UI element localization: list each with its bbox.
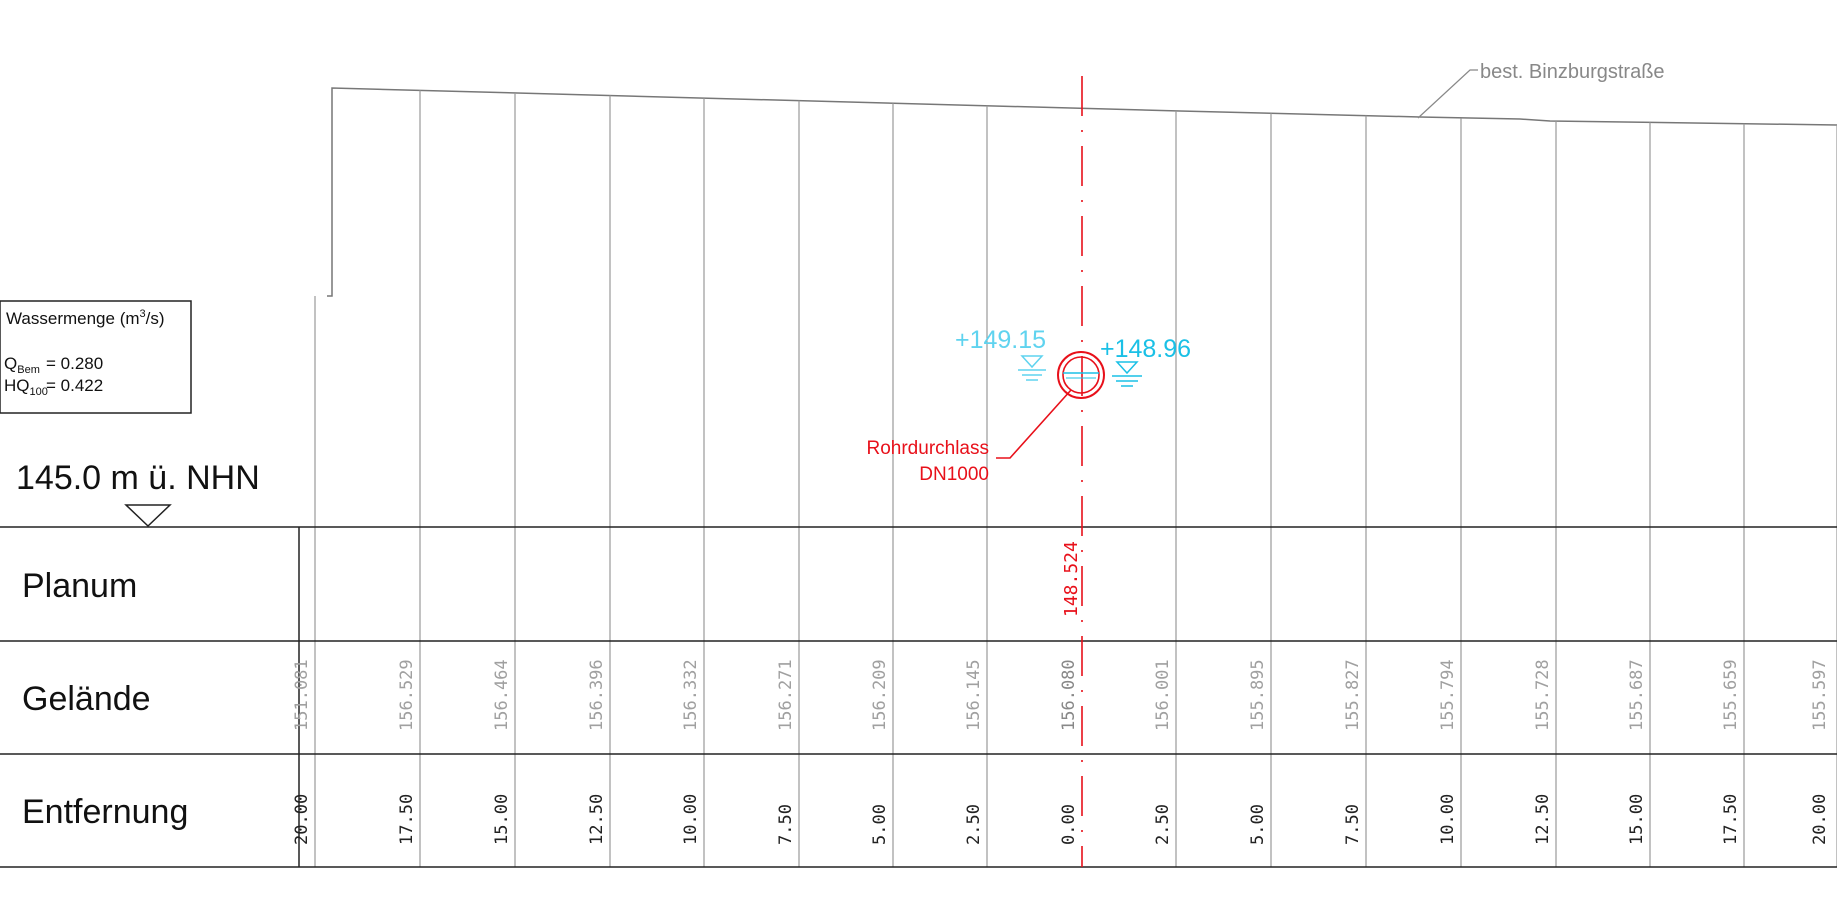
entfernung-value: 12.50 (587, 794, 607, 845)
row-label-entfernung: Entfernung (22, 793, 188, 831)
gelaende-value: 156.001 (1153, 659, 1173, 731)
road-leader-line (1417, 69, 1478, 119)
entfernung-value: 2.50 (1153, 804, 1173, 845)
water-level-value-2: +148.96 (1100, 335, 1191, 363)
entfernung-value: 10.00 (1438, 794, 1458, 845)
row-label-gelaende: Gelände (22, 680, 151, 718)
entfernung-value: 17.50 (1721, 794, 1741, 845)
water-level-triangle-1 (1020, 355, 1044, 369)
gelaende-value: 155.794 (1438, 659, 1458, 731)
reference-level-triangle (124, 504, 172, 528)
gelaende-value: 151.081 (292, 659, 312, 731)
entfernung-value: 7.50 (776, 804, 796, 845)
water-level-value-1: +149.15 (955, 326, 1046, 354)
legend-box (0, 300, 192, 414)
gelaende-value: 156.209 (870, 659, 890, 731)
entfernung-value: 5.00 (870, 804, 890, 845)
pipe-culvert (1057, 351, 1105, 399)
water-level-triangle-2 (1115, 361, 1139, 375)
entfernung-value: 0.00 (1059, 804, 1079, 845)
entfernung-value: 5.00 (1248, 804, 1268, 845)
gelaende-value: 156.145 (964, 659, 984, 731)
pipe-label-line-2: DN1000 (919, 464, 989, 485)
gelaende-value: 156.080 (1059, 659, 1079, 731)
gelaende-value: 155.597 (1810, 659, 1830, 731)
entfernung-value: 2.50 (964, 804, 984, 845)
pipe-label-line-1: Rohrdurchlass (867, 438, 990, 459)
water-level-qbem: +148.96 (1100, 335, 1191, 387)
terrain-profile-line (327, 87, 1837, 297)
entfernung-value: 17.50 (397, 794, 417, 845)
legend-row-hq100: HQ100= 0.422 (4, 376, 103, 398)
road-label: best. Binzburgstraße (1480, 61, 1665, 83)
gelaende-value: 156.332 (681, 659, 701, 731)
entfernung-value: 20.00 (292, 794, 312, 845)
legend-row-qbem: QBem = 0.280 (4, 354, 103, 376)
table-values: 151.081 20.00 156.529 17.50 156.464 15.00 156.… (292, 659, 1830, 845)
gelaende-value: 155.895 (1248, 659, 1268, 731)
gelaende-value: 156.271 (776, 659, 796, 731)
planum-value: 148.524 (1061, 541, 1082, 617)
gelaende-value: 156.464 (492, 659, 512, 731)
pipe-inner-circle (1062, 356, 1100, 394)
reference-level-label: 145.0 m ü. NHN (16, 459, 260, 497)
station-lines (314, 90, 1837, 867)
legend-title: Wassermenge (m3/s) (6, 308, 165, 328)
entfernung-value: 7.50 (1343, 804, 1363, 845)
gelaende-value: 155.687 (1627, 659, 1647, 731)
gelaende-value: 155.659 (1721, 659, 1741, 731)
gelaende-value: 155.827 (1343, 659, 1363, 731)
flow-legend: Wassermenge (m3/s) QBem = 0.280 HQ100= 0.… (0, 300, 192, 414)
gelaende-value: 156.396 (587, 659, 607, 731)
pipe-leader-line (996, 389, 1072, 459)
entfernung-value: 15.00 (1627, 794, 1647, 845)
entfernung-value: 10.00 (681, 794, 701, 845)
entfernung-value: 20.00 (1810, 794, 1830, 845)
entfernung-value: 15.00 (492, 794, 512, 845)
row-label-planum: Planum (22, 567, 137, 605)
gelaende-value: 156.529 (397, 659, 417, 731)
entfernung-value: 12.50 (1533, 794, 1553, 845)
water-level-hq100: +149.15 (955, 326, 1046, 381)
gelaende-value: 155.728 (1533, 659, 1553, 731)
pipe-outer-circle (1057, 351, 1105, 399)
